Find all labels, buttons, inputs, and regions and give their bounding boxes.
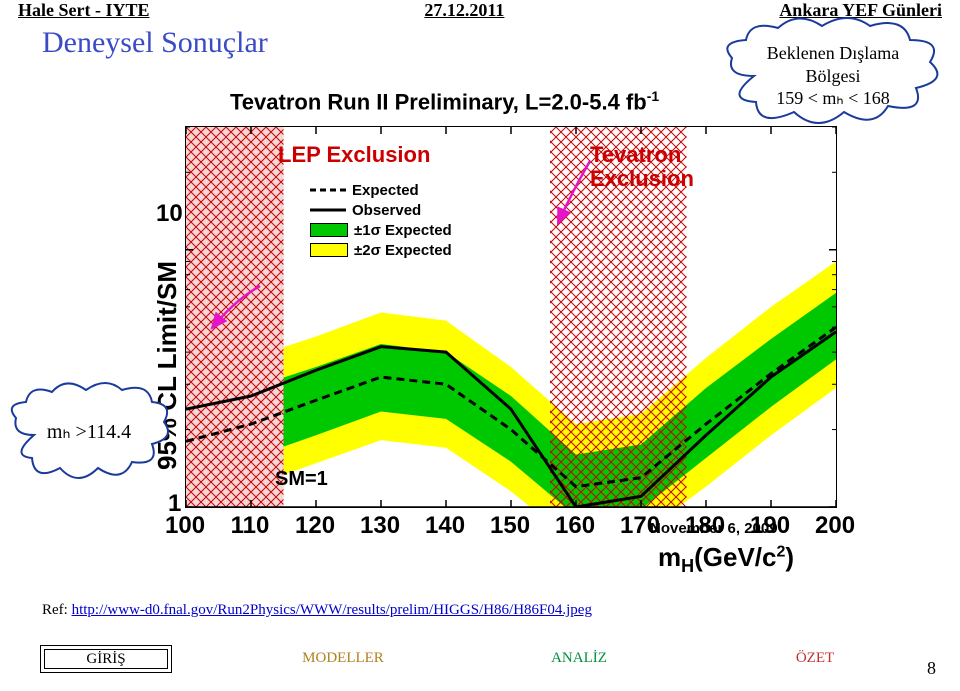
chart-title-text: Tevatron Run II Preliminary, L=2.0-5.4 f… [230, 89, 647, 114]
page-title: Deneysel Sonuçlar [42, 26, 268, 60]
nav-ozet[interactable]: ÖZET [750, 645, 880, 671]
legend-key-1sigma [310, 223, 348, 237]
legend-2sigma-label: ±2σ Expected [354, 242, 452, 259]
reference-link[interactable]: http://www-d0.fnal.gov/Run2Physics/WWW/r… [72, 602, 592, 618]
header-center: 27.12.2011 [424, 0, 504, 21]
legend-observed-label: Observed [352, 202, 421, 219]
lep-exclusion-label: LEP Exclusion [278, 142, 430, 168]
x-axis-label: mH(GeV/c2) [658, 542, 794, 577]
legend-key-2sigma [310, 243, 348, 257]
legend-key-observed [310, 203, 346, 217]
legend-1sigma-label: ±1σ Expected [354, 222, 452, 239]
cloud-right: Beklenen Dışlama Bölgesi 159 < mₕ < 168 [718, 16, 948, 136]
arrow-lep-icon [200, 280, 280, 340]
cloud-right-line3: 159 < mₕ < 168 [718, 87, 948, 110]
chart-area [185, 126, 837, 508]
cloud-left-text: mₕ >114.4 [4, 380, 174, 445]
chart-svg [186, 127, 836, 507]
nav-modeller[interactable]: MODELLER [278, 645, 408, 671]
cloud-right-line2: Bölgesi [718, 65, 948, 88]
cloud-right-line1: Beklenen Dışlama [718, 42, 948, 65]
chart-title: Tevatron Run II Preliminary, L=2.0-5.4 f… [230, 88, 659, 115]
legend-1sigma: ±1σ Expected [310, 220, 452, 240]
nav-analiz[interactable]: ANALİZ [514, 645, 644, 671]
legend-expected-label: Expected [352, 182, 419, 199]
sm-label: SM=1 [275, 468, 328, 491]
nav-giris[interactable]: GİRİŞ [40, 645, 172, 673]
reference-prefix: Ref: [42, 602, 72, 618]
header-left: Hale Sert - IYTE [18, 0, 149, 21]
reference-line: Ref: http://www-d0.fnal.gov/Run2Physics/… [42, 602, 592, 619]
legend-observed: Observed [310, 200, 452, 220]
legend-key-expected [310, 183, 346, 197]
y-tick-10: 10 [156, 200, 183, 228]
legend-2sigma: ±2σ Expected [310, 240, 452, 260]
legend-expected: Expected [310, 180, 452, 200]
legend: Expected Observed ±1σ Expected ±2σ Expec… [310, 180, 452, 260]
nav-row: GİRİŞ MODELLER ANALİZ ÖZET [40, 645, 880, 673]
arrow-tev-icon [548, 155, 608, 235]
page-number: 8 [927, 658, 936, 679]
cloud-left: mₕ >114.4 [4, 380, 174, 490]
